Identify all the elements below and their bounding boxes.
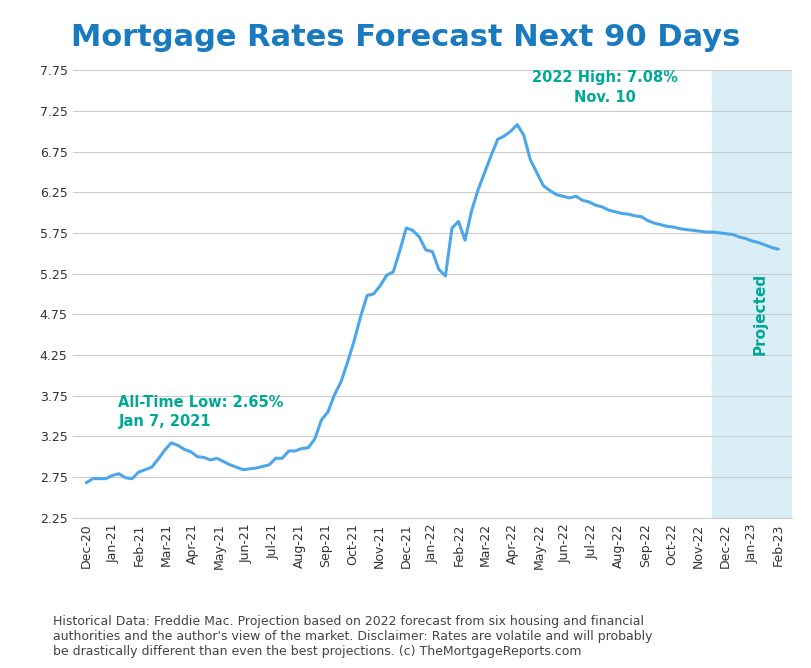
Text: Projected: Projected xyxy=(751,273,766,355)
Text: 2022 High: 7.08%
Nov. 10: 2022 High: 7.08% Nov. 10 xyxy=(532,70,677,105)
Text: Mortgage Rates Forecast Next 90 Days: Mortgage Rates Forecast Next 90 Days xyxy=(71,23,740,52)
Bar xyxy=(711,70,791,518)
Text: All-Time Low: 2.65%
Jan 7, 2021: All-Time Low: 2.65% Jan 7, 2021 xyxy=(118,395,284,430)
Text: Historical Data: Freddie Mac. Projection based on 2022 forecast from six housing: Historical Data: Freddie Mac. Projection… xyxy=(53,615,651,658)
